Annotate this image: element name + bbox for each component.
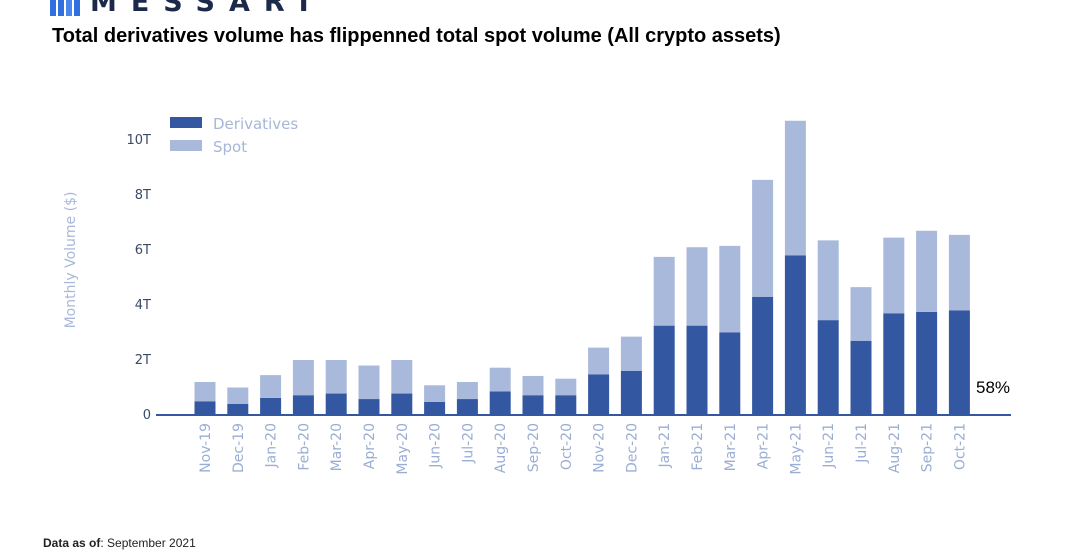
- derivatives-bar: [883, 313, 905, 415]
- x-tick-label: Apr-21: [756, 423, 772, 469]
- x-tick-label: Oct-21: [952, 423, 968, 470]
- derivatives-bar: [325, 393, 347, 415]
- x-tick-label: Jul-21: [854, 423, 870, 464]
- derivatives-bar: [292, 395, 314, 415]
- x-tick-label: Dec-20: [624, 423, 640, 473]
- x-tick-label: Nov-19: [198, 423, 214, 473]
- derivatives-bar: [850, 340, 872, 415]
- derivatives-bar: [817, 320, 839, 415]
- spot-bar: [555, 378, 577, 396]
- spot-bar: [325, 360, 347, 394]
- derivatives-bar: [588, 374, 610, 415]
- spot-bar: [752, 179, 774, 297]
- x-tick-label: May-21: [788, 423, 804, 475]
- messari-logo-icon: [50, 0, 80, 16]
- derivatives-bar: [719, 332, 741, 415]
- derivatives-bar: [784, 255, 806, 415]
- spot-bar: [292, 360, 314, 396]
- derivatives-bar: [227, 404, 249, 415]
- spot-bar: [358, 365, 380, 400]
- brand-name: MESSARI: [90, 0, 323, 18]
- x-tick-label: Oct-20: [559, 423, 575, 470]
- derivatives-bar: [653, 325, 675, 415]
- y-tick-label: 6T: [135, 243, 151, 258]
- spot-bar: [817, 240, 839, 321]
- derivatives-bar: [555, 395, 577, 415]
- y-tick-label: 8T: [135, 188, 151, 203]
- spot-bar: [653, 256, 675, 326]
- legend-label-derivatives: Derivatives: [213, 115, 298, 133]
- derivatives-bar: [391, 393, 413, 415]
- x-tick-label: Mar-21: [723, 423, 739, 471]
- spot-bar: [227, 387, 249, 404]
- y-tick-label: 10T: [127, 133, 152, 148]
- x-tick-label: Apr-20: [362, 423, 378, 469]
- spot-bar: [194, 382, 216, 402]
- spot-bar: [391, 360, 413, 394]
- x-tick-label: Sep-20: [526, 423, 542, 472]
- derivatives-bar: [424, 401, 446, 415]
- derivatives-bar: [948, 310, 970, 415]
- spot-bar: [883, 237, 905, 314]
- brand-logo: MESSARI: [50, 0, 323, 18]
- derivatives-bar: [358, 399, 380, 415]
- derivatives-bar: [752, 296, 774, 415]
- derivatives-bar: [260, 397, 282, 415]
- x-tick-label: Jan-21: [657, 423, 673, 468]
- spot-bar: [719, 245, 741, 333]
- x-tick-label: Aug-20: [493, 423, 509, 473]
- derivatives-bar: [194, 401, 216, 415]
- x-tick-label: Jan-20: [264, 423, 280, 468]
- spot-bar: [686, 247, 708, 326]
- x-tick-label: Mar-20: [329, 423, 345, 471]
- data-as-of-note: Data as of: September 2021: [43, 536, 196, 550]
- derivatives-bar: [686, 325, 708, 415]
- spot-bar: [489, 367, 511, 392]
- spot-bar: [948, 234, 970, 311]
- legend-swatch-derivatives: [170, 117, 202, 128]
- y-tick-label: 0: [143, 408, 151, 423]
- derivatives-bar: [489, 391, 511, 415]
- derivatives-bar: [522, 395, 544, 415]
- x-tick-label: Feb-20: [296, 423, 312, 471]
- chart-title: Total derivatives volume has flippenned …: [52, 25, 781, 47]
- x-tick-label: Jun-20: [428, 423, 444, 469]
- stacked-bar-chart: 0 2T 4T 6T 8T 10T Monthly Volume ($) Nov-19 Dec-…: [63, 115, 1011, 475]
- y-tick-label: 4T: [135, 298, 151, 313]
- spot-bar: [456, 382, 478, 400]
- x-tick-label: Feb-21: [690, 423, 706, 471]
- y-tick-label: 2T: [135, 353, 151, 368]
- data-as-of-value: : September 2021: [100, 536, 196, 550]
- derivatives-share-annotation: 58%: [976, 378, 1010, 397]
- legend-label-spot: Spot: [213, 138, 247, 156]
- derivatives-bar: [456, 399, 478, 415]
- x-tick-label: Jul-20: [460, 423, 476, 464]
- x-tick-label: Sep-21: [920, 423, 936, 472]
- x-tick-label: Dec-19: [231, 423, 247, 473]
- x-tick-label: May-20: [395, 423, 411, 475]
- spot-bar: [850, 287, 872, 341]
- spot-bar: [916, 230, 938, 312]
- x-tick-label: Nov-20: [592, 423, 608, 473]
- x-tick-label: Aug-21: [887, 423, 903, 473]
- spot-bar: [260, 375, 282, 398]
- spot-bar: [620, 336, 642, 371]
- x-tick-label: Jun-21: [821, 423, 837, 469]
- derivatives-bar: [620, 371, 642, 415]
- spot-bar: [784, 120, 806, 256]
- spot-bar: [522, 375, 544, 396]
- derivatives-bar: [916, 311, 938, 415]
- spot-bar: [424, 385, 446, 402]
- spot-bar: [588, 347, 610, 375]
- legend-swatch-spot: [170, 140, 202, 151]
- y-axis-label: Monthly Volume ($): [63, 192, 79, 329]
- data-as-of-label: Data as of: [43, 536, 101, 550]
